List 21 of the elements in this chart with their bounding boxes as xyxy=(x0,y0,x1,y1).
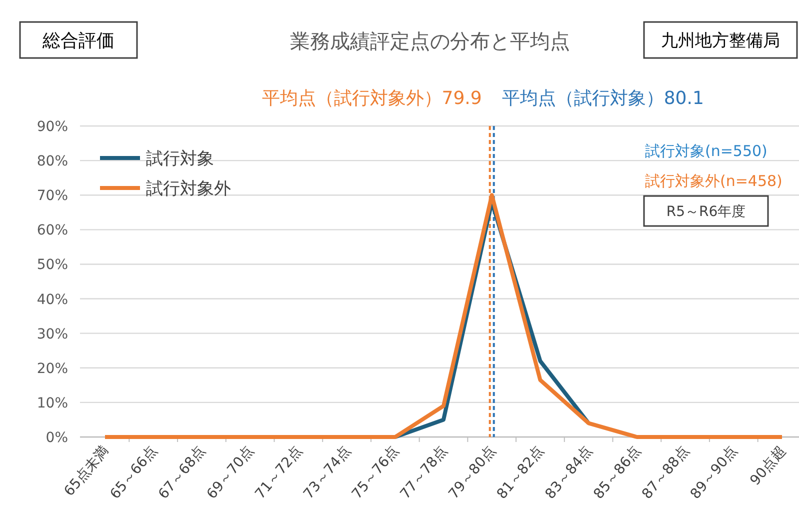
ref-line-label: 平均点（試行対象）80.1 xyxy=(502,88,704,109)
y-tick-label: 60% xyxy=(36,222,68,239)
y-tick-label: 10% xyxy=(36,395,68,412)
ref-line-label: 平均点（試行対象外）79.9 xyxy=(262,88,482,109)
y-tick-label: 80% xyxy=(36,154,68,170)
text: 総合評価 xyxy=(42,30,114,52)
y-tick-label: 50% xyxy=(36,257,68,274)
chart-title: 業務成績評定点の分布と平均点 xyxy=(290,29,570,53)
annotation: 試行対象外(n=458) xyxy=(645,172,782,190)
text: 九州地方整備局 xyxy=(661,31,780,52)
y-tick-label: 40% xyxy=(36,292,68,308)
legend-label: 試行対象外 xyxy=(146,179,231,199)
annotation: R5～R6年度 xyxy=(666,204,746,220)
annotation: 試行対象(n=550) xyxy=(645,142,768,160)
y-tick-label: 70% xyxy=(36,188,68,204)
y-tick-label: 20% xyxy=(36,360,68,377)
legend-label: 試行対象 xyxy=(146,149,214,169)
y-tick-label: 30% xyxy=(36,326,68,342)
x-tick-label: 90点超 xyxy=(747,443,790,489)
y-tick-label: 0% xyxy=(46,430,68,446)
y-tick-label: 90% xyxy=(36,119,68,135)
